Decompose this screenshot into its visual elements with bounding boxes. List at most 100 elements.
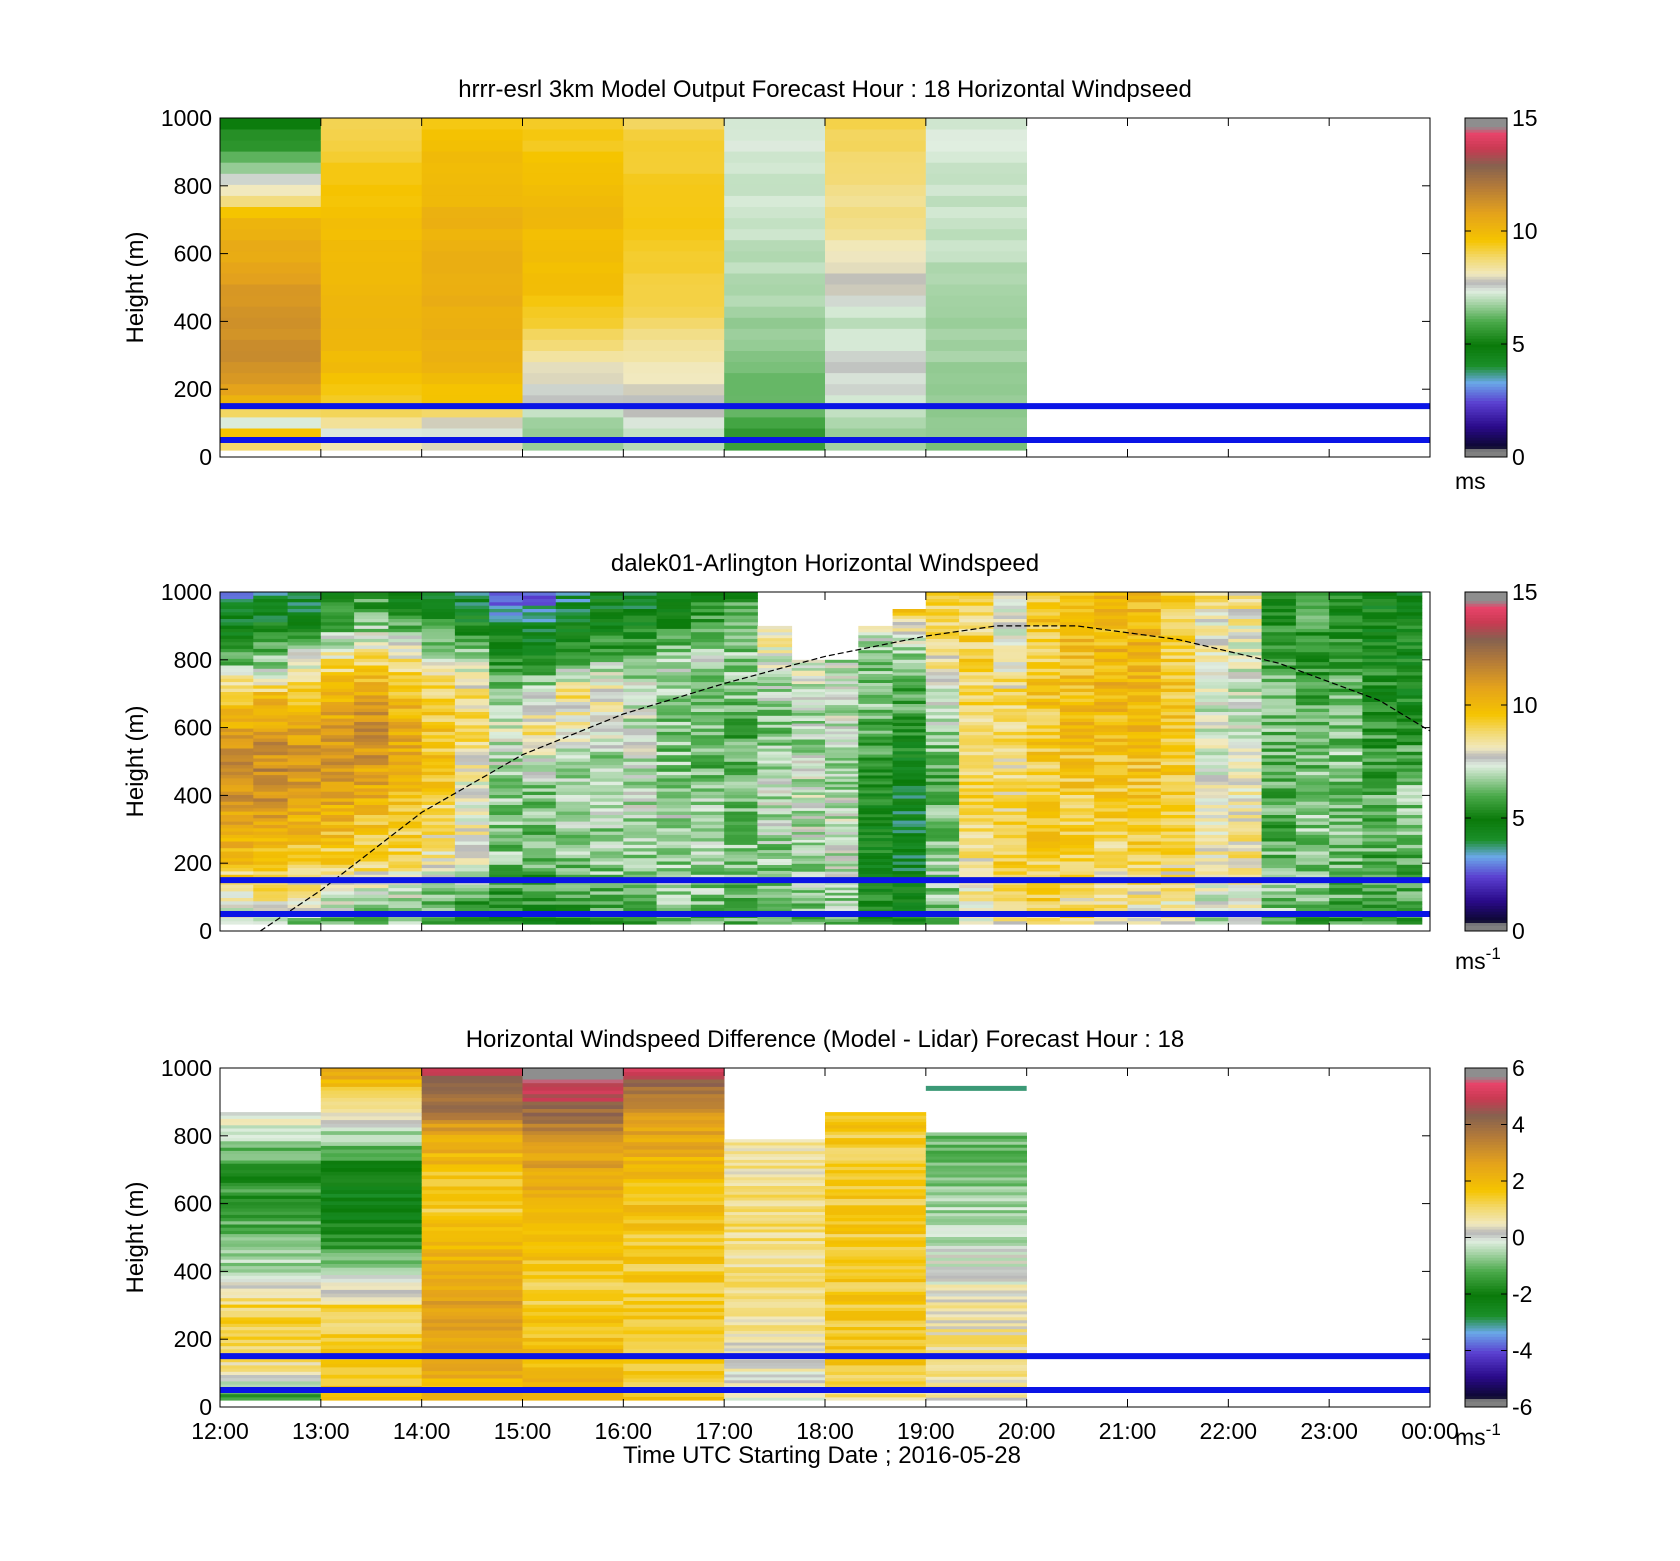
heatmap-cell	[555, 592, 591, 596]
heatmap-cell	[1127, 867, 1162, 872]
heatmap-cell	[858, 787, 893, 791]
heatmap-cell	[1396, 728, 1423, 732]
heatmap-cell	[858, 745, 893, 749]
heatmap-cell	[1362, 741, 1398, 746]
heatmap-cell	[320, 897, 355, 902]
heatmap-cell	[791, 884, 826, 888]
heatmap-cell	[925, 1376, 1027, 1380]
heatmap-cell	[522, 1396, 624, 1401]
heatmap-column	[220, 592, 254, 925]
heatmap-cell	[959, 691, 994, 696]
heatmap-cell	[757, 778, 793, 782]
heatmap-cell	[1228, 711, 1262, 716]
heatmap-cell	[1228, 625, 1262, 629]
heatmap-cell	[623, 428, 725, 440]
heatmap-cell	[454, 698, 490, 702]
heatmap-cell	[1362, 920, 1398, 925]
heatmap-cell	[220, 1275, 322, 1279]
heatmap-cell	[791, 670, 826, 674]
heatmap-cell	[1026, 768, 1061, 772]
heatmap-cell	[253, 598, 288, 603]
heatmap-cell	[320, 602, 355, 606]
heatmap-cell	[1396, 904, 1423, 908]
heatmap-cell	[590, 774, 624, 779]
heatmap-cell	[1127, 841, 1162, 845]
heatmap-cell	[791, 725, 826, 729]
heatmap-cell	[1127, 691, 1162, 696]
heatmap-cell	[1295, 887, 1330, 892]
heatmap-cell	[724, 867, 758, 872]
colorbar-swatch	[1465, 185, 1507, 190]
heatmap-cell	[522, 917, 557, 922]
heatmap-cell	[1329, 897, 1363, 902]
heatmap-cell	[253, 768, 288, 772]
heatmap-cell	[522, 1104, 624, 1109]
heatmap-cell	[690, 701, 725, 706]
heatmap-cell	[354, 608, 389, 613]
heatmap-cell	[590, 645, 624, 649]
heatmap-cell	[959, 817, 994, 822]
heatmap-cell	[724, 611, 758, 616]
heatmap-cell	[1026, 728, 1061, 732]
heatmap-cell	[1160, 791, 1196, 795]
heatmap-cell	[388, 814, 423, 819]
heatmap-cell	[959, 784, 994, 789]
heatmap-cell	[1059, 874, 1095, 879]
heatmap-cell	[522, 1138, 624, 1143]
heatmap-cell	[1026, 834, 1061, 839]
heatmap-cell	[220, 814, 254, 819]
heatmap-cell	[925, 295, 1027, 307]
heatmap-cell	[825, 1323, 927, 1327]
heatmap-cell	[454, 661, 490, 666]
heatmap-cell	[1160, 748, 1196, 752]
heatmap-cell	[1396, 641, 1423, 646]
heatmap-cell	[690, 628, 725, 633]
heatmap-cell	[555, 744, 591, 749]
heatmap-cell	[1261, 608, 1297, 613]
heatmap-cell	[522, 645, 557, 649]
heatmap-cell	[590, 678, 624, 683]
heatmap-cell	[892, 735, 927, 739]
heatmap-cell	[1127, 705, 1162, 709]
heatmap-cell	[623, 1304, 725, 1309]
heatmap-cell	[590, 724, 624, 729]
heatmap-cell	[623, 761, 657, 766]
heatmap-cell	[690, 894, 725, 898]
heatmap-cell	[724, 394, 826, 407]
heatmap-cell	[1195, 788, 1229, 792]
heatmap-cell	[858, 763, 893, 767]
heatmap-cell	[522, 638, 557, 643]
heatmap-cell	[959, 884, 994, 889]
heatmap-cell	[220, 691, 254, 696]
heatmap-cell	[1094, 837, 1128, 842]
heatmap-cell	[1195, 731, 1229, 736]
heatmap-cell	[724, 751, 758, 756]
heatmap-cell	[220, 262, 322, 274]
heatmap-cell	[858, 700, 893, 704]
heatmap-cell	[320, 228, 422, 241]
heatmap-cell	[1127, 721, 1162, 726]
colorbar-swatch	[1465, 707, 1507, 712]
heatmap-cell	[623, 217, 725, 230]
heatmap-cell	[1026, 668, 1061, 673]
heatmap-cell	[421, 1271, 523, 1276]
heatmap-cell	[959, 688, 994, 692]
heatmap-cell	[656, 897, 692, 902]
heatmap-cell	[825, 1134, 927, 1139]
heatmap-cell	[959, 638, 994, 643]
heatmap-cell	[489, 691, 523, 696]
heatmap-cells	[220, 118, 1027, 451]
heatmap-cell	[656, 807, 692, 812]
colorbar-swatch	[1465, 885, 1507, 890]
heatmap-cell	[925, 1180, 1027, 1184]
heatmap-cell	[220, 611, 254, 616]
heatmap-cell	[220, 1128, 322, 1132]
heatmap-cell	[757, 718, 793, 722]
heatmap-cell	[522, 871, 557, 875]
heatmap-cell	[1160, 867, 1196, 872]
heatmap-cell	[623, 1189, 725, 1194]
heatmap-cell	[1295, 728, 1330, 732]
heatmap-cell	[421, 1175, 523, 1180]
heatmap-cell	[489, 705, 523, 709]
heatmap-cell	[421, 173, 523, 185]
